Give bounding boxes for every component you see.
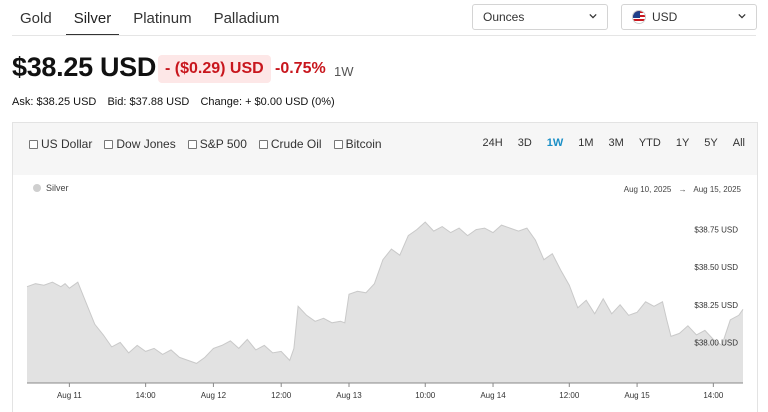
tab-gold[interactable]: Gold	[20, 10, 52, 27]
compare-option-label: S&P 500	[199, 137, 247, 151]
price-change-percent: -0.75%	[275, 60, 326, 77]
range-1y[interactable]: 1Y	[675, 137, 690, 149]
date-range-to: Aug 15, 2025	[693, 185, 741, 194]
checkbox[interactable]	[29, 139, 38, 149]
chart-panel: US Dollar Dow Jones S&P 500 Crude Oil Bitcoi…	[12, 122, 758, 412]
metal-tabs: Gold Silver Platinum Palladium	[12, 0, 293, 36]
change-summary: Change: + $0.00 USD (0%)	[200, 96, 335, 108]
currency-select-value: USD	[652, 10, 678, 24]
x-tick-label: 14:00	[136, 391, 157, 400]
compare-option-label: Bitcoin	[345, 137, 382, 151]
quote-line: Ask: $38.25 USD Bid: $37.88 USD Change: …	[12, 96, 343, 108]
bid-price: Bid: $37.88 USD	[107, 96, 190, 108]
y-tick-label: $38.00 USD	[694, 338, 738, 347]
legend-dot-icon	[33, 184, 41, 192]
units-select[interactable]: Ounces	[472, 4, 608, 30]
chevron-down-icon	[589, 13, 597, 19]
tab-silver[interactable]: Silver	[65, 0, 120, 36]
y-tick-label: $38.25 USD	[694, 301, 738, 310]
tabs-divider	[12, 35, 756, 36]
price-chart[interactable]: $38.00 USD $38.25 USD $38.50 USD $38.75 USD…	[13, 175, 757, 412]
x-tick-label: Aug 12	[201, 391, 227, 400]
us-flag-icon	[632, 10, 646, 24]
current-price: $38.25 USD	[12, 52, 157, 82]
range-all[interactable]: All	[732, 137, 745, 149]
range-24h[interactable]: 24H	[482, 137, 503, 149]
legend-label: Silver	[46, 183, 69, 193]
compare-option-label: Crude Oil	[270, 137, 322, 151]
chart-area: Silver Aug 10, 2025 → Aug 15, 2025 $38.0…	[13, 175, 757, 412]
compare-option[interactable]: Dow Jones	[104, 137, 176, 151]
range-ytd[interactable]: YTD	[638, 137, 661, 149]
checkbox[interactable]	[104, 139, 114, 149]
units-select-value: Ounces	[483, 10, 525, 24]
x-tick-label: Aug 14	[480, 391, 506, 400]
y-tick-label: $38.75 USD	[694, 226, 738, 235]
y-tick-label: $38.50 USD	[694, 263, 738, 272]
arrow-right-icon: →	[678, 185, 687, 194]
x-tick-label: Aug 11	[57, 391, 82, 400]
ask-price: Ask: $38.25 USD	[12, 96, 97, 108]
x-tick-label: Aug 15	[624, 391, 650, 400]
compare-option-label: Dow Jones	[116, 137, 176, 151]
checkbox[interactable]	[333, 139, 343, 149]
compare-options: US Dollar Dow Jones S&P 500 Crude Oil Bitcoi…	[29, 137, 394, 151]
range-5y[interactable]: 5Y	[704, 137, 718, 149]
x-tick-label: 12:00	[271, 391, 292, 400]
range-3d[interactable]: 3D	[517, 137, 532, 149]
date-range-from: Aug 10, 2025	[623, 185, 672, 194]
x-tick-label: 12:00	[559, 391, 580, 400]
compare-option[interactable]: Bitcoin	[333, 137, 382, 151]
range-3m[interactable]: 3M	[608, 137, 624, 149]
range-1w[interactable]: 1W	[546, 137, 564, 149]
date-range: Aug 10, 2025 → Aug 15, 2025	[624, 185, 741, 194]
checkbox[interactable]	[258, 139, 268, 149]
tab-platinum[interactable]: Platinum	[133, 10, 192, 27]
series-line	[26, 221, 744, 364]
x-tick-label: 10:00	[415, 391, 436, 400]
x-tick-label: Aug 13	[336, 391, 362, 400]
period-label: 1W	[334, 64, 354, 79]
chart-legend: Silver	[33, 183, 69, 193]
compare-option[interactable]: S&P 500	[187, 137, 247, 151]
currency-select[interactable]: USD	[621, 4, 757, 30]
time-range-selector: 24H 3D 1W 1M 3M YTD 1Y 5Y All	[468, 137, 745, 149]
compare-option-label: US Dollar	[41, 137, 93, 151]
x-tick-label: 14:00	[703, 391, 724, 400]
series-area	[27, 222, 743, 383]
range-1m[interactable]: 1M	[578, 137, 594, 149]
compare-option[interactable]: Crude Oil	[258, 137, 322, 151]
price-change-badge: - ($0.29) USD	[158, 55, 271, 83]
tab-palladium[interactable]: Palladium	[213, 10, 280, 27]
checkbox[interactable]	[187, 139, 197, 149]
compare-option[interactable]: US Dollar	[29, 137, 92, 151]
chevron-down-icon	[738, 13, 746, 19]
